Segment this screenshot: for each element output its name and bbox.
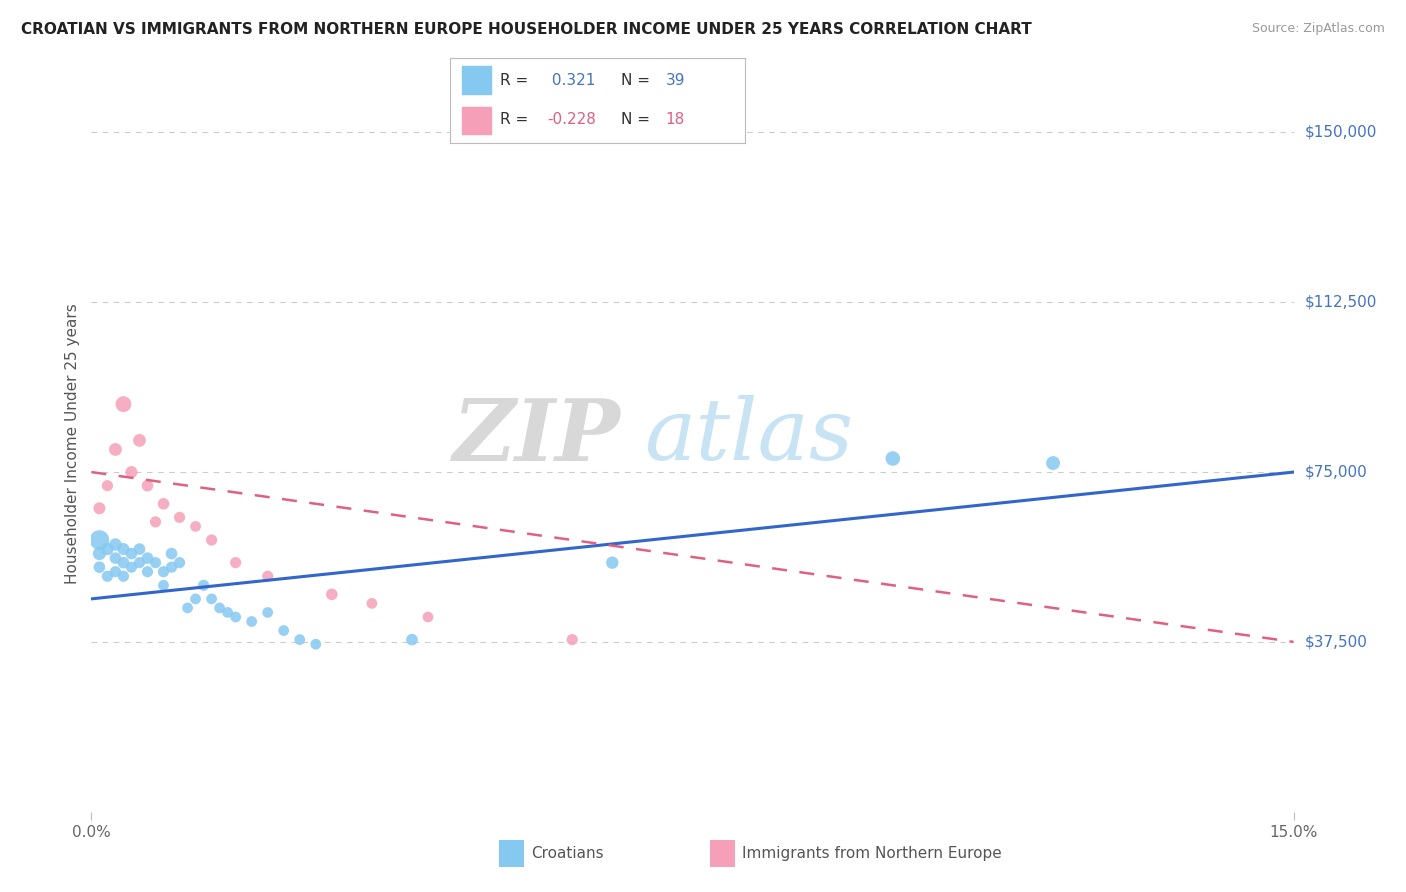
Text: $75,000: $75,000 xyxy=(1305,465,1368,480)
Point xyxy=(305,637,328,651)
Point xyxy=(112,556,135,570)
Text: -0.228: -0.228 xyxy=(547,112,596,128)
Point xyxy=(416,610,439,624)
Point xyxy=(145,556,167,570)
Point xyxy=(136,565,159,579)
Text: 0.321: 0.321 xyxy=(547,72,596,87)
Text: Source: ZipAtlas.com: Source: ZipAtlas.com xyxy=(1251,22,1385,36)
Point xyxy=(561,632,583,647)
Point xyxy=(602,556,624,570)
Point xyxy=(152,565,174,579)
Text: Croatians: Croatians xyxy=(531,847,605,861)
Point xyxy=(169,556,191,570)
Point xyxy=(273,624,295,638)
Point xyxy=(401,632,423,647)
Point xyxy=(160,547,183,561)
Point xyxy=(145,515,167,529)
Text: ZIP: ZIP xyxy=(453,394,620,478)
Point xyxy=(225,610,247,624)
Point xyxy=(121,547,143,561)
Point xyxy=(89,547,111,561)
Point xyxy=(201,533,224,547)
Point xyxy=(882,451,904,466)
Point xyxy=(112,397,135,411)
Point xyxy=(96,569,118,583)
Point xyxy=(321,587,343,601)
Point xyxy=(184,519,207,533)
Y-axis label: Householder Income Under 25 years: Householder Income Under 25 years xyxy=(65,303,80,584)
Point xyxy=(208,601,231,615)
Point xyxy=(112,569,135,583)
Point xyxy=(193,578,215,592)
Point xyxy=(89,560,111,574)
Point xyxy=(89,533,111,547)
Point xyxy=(217,606,239,620)
Point xyxy=(176,601,198,615)
Text: $112,500: $112,500 xyxy=(1305,294,1376,310)
Point xyxy=(152,578,174,592)
Text: 18: 18 xyxy=(665,112,685,128)
Point xyxy=(160,560,183,574)
Point xyxy=(96,478,118,492)
Text: 39: 39 xyxy=(665,72,685,87)
Point xyxy=(112,542,135,557)
Point xyxy=(104,537,127,551)
Point xyxy=(240,615,263,629)
Point xyxy=(136,551,159,566)
Point xyxy=(121,465,143,479)
Point xyxy=(169,510,191,524)
Point xyxy=(104,551,127,566)
Point xyxy=(256,606,278,620)
Text: $150,000: $150,000 xyxy=(1305,125,1376,140)
Point xyxy=(136,478,159,492)
Point xyxy=(152,497,174,511)
Text: R =: R = xyxy=(501,72,533,87)
Point xyxy=(288,632,311,647)
Point xyxy=(104,565,127,579)
Text: N =: N = xyxy=(621,112,655,128)
Text: $37,500: $37,500 xyxy=(1305,634,1368,649)
Point xyxy=(104,442,127,457)
Point xyxy=(128,542,150,557)
Point xyxy=(89,501,111,516)
Point xyxy=(1042,456,1064,470)
Text: R =: R = xyxy=(501,112,533,128)
Point xyxy=(128,556,150,570)
Point xyxy=(128,434,150,448)
Point xyxy=(360,596,382,610)
Text: CROATIAN VS IMMIGRANTS FROM NORTHERN EUROPE HOUSEHOLDER INCOME UNDER 25 YEARS CO: CROATIAN VS IMMIGRANTS FROM NORTHERN EUR… xyxy=(21,22,1032,37)
Text: Immigrants from Northern Europe: Immigrants from Northern Europe xyxy=(742,847,1002,861)
Point xyxy=(256,569,278,583)
Text: atlas: atlas xyxy=(644,395,853,478)
Bar xyxy=(461,107,491,134)
Point xyxy=(184,591,207,606)
Point xyxy=(201,591,224,606)
Bar xyxy=(461,67,491,94)
Point xyxy=(96,542,118,557)
Point xyxy=(121,560,143,574)
Text: N =: N = xyxy=(621,72,655,87)
Point xyxy=(225,556,247,570)
